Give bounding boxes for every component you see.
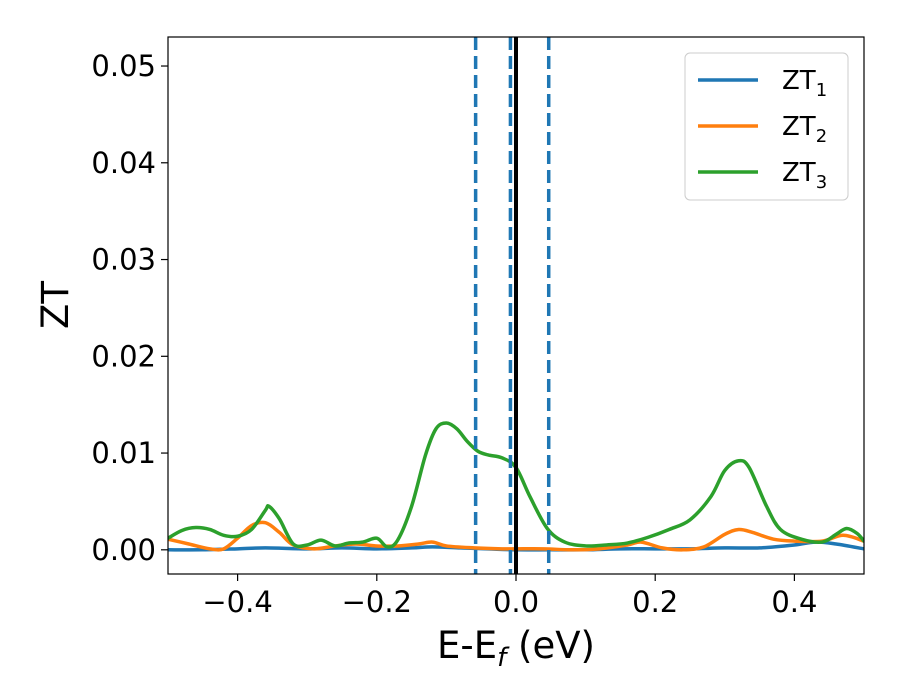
- x-tick-label: −0.2: [342, 585, 412, 619]
- y-tick-label: 0.02: [91, 339, 156, 373]
- legend-label-2: ZT2: [782, 112, 827, 147]
- legend-label-3: ZT3: [782, 158, 827, 193]
- y-tick-label: 0.01: [91, 436, 156, 470]
- x-tick-label: 0.2: [632, 585, 678, 619]
- x-axis-title: E-Ef (eV): [437, 624, 595, 673]
- series-line-3: [168, 421, 864, 549]
- x-axis-title-main: E-E: [437, 624, 497, 667]
- x-ticks: −0.4 −0.2 0.0 0.2 0.4: [202, 574, 817, 619]
- y-axis-title: ZT: [34, 281, 77, 329]
- series-line-2: [168, 520, 864, 552]
- y-ticks: 0.00 0.01 0.02 0.03 0.04 0.05: [91, 49, 168, 567]
- x-tick-label: −0.4: [202, 585, 272, 619]
- legend-label-1: ZT1: [782, 66, 827, 101]
- y-tick-label: 0.04: [91, 146, 156, 180]
- y-tick-label: 0.00: [91, 533, 156, 567]
- legend-box: [684, 52, 849, 201]
- y-tick-label: 0.05: [91, 49, 156, 83]
- vline-layer: [473, 37, 551, 574]
- y-tick-label: 0.03: [91, 243, 156, 277]
- x-axis-title-unit: (eV): [506, 624, 595, 667]
- x-tick-label: 0.4: [771, 585, 817, 619]
- x-tick-label: 0.0: [493, 585, 539, 619]
- legend: ZT1 ZT2 ZT3: [684, 52, 849, 201]
